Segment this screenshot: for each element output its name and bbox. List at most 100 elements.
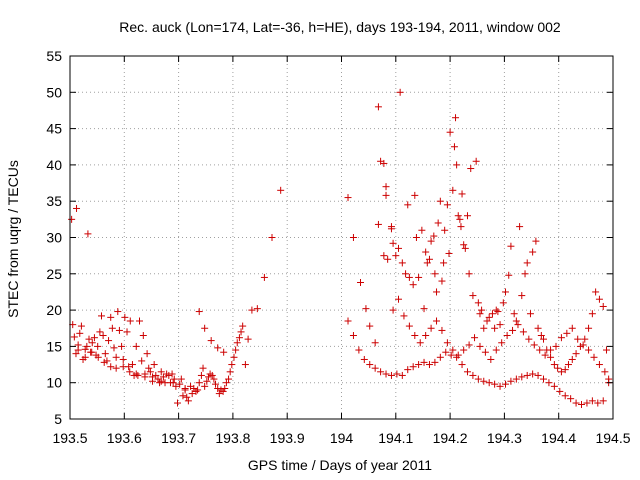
- data-point-marker: [496, 321, 504, 329]
- data-point-marker: [427, 324, 435, 332]
- data-points: [68, 88, 613, 408]
- data-point-marker: [496, 382, 504, 390]
- data-point-marker: [411, 191, 419, 199]
- data-point-marker: [572, 399, 580, 407]
- data-point-marker: [458, 190, 466, 198]
- data-point-marker: [207, 337, 215, 345]
- x-tick-label: 193.7: [161, 430, 196, 446]
- data-point-marker: [366, 322, 374, 330]
- data-point-marker: [366, 361, 374, 369]
- data-point-marker: [96, 328, 104, 336]
- data-point-marker: [423, 259, 431, 267]
- data-point-marker: [195, 308, 203, 316]
- data-point-marker: [237, 328, 245, 336]
- data-point-marker: [415, 273, 423, 281]
- y-tick-label: 5: [54, 411, 62, 427]
- data-point-marker: [197, 371, 205, 379]
- data-point-marker: [204, 373, 212, 381]
- data-point-marker: [405, 322, 413, 330]
- data-point-marker: [85, 335, 93, 343]
- data-point-marker: [400, 312, 408, 320]
- data-point-marker: [371, 339, 379, 347]
- data-point-marker: [374, 220, 382, 228]
- data-point-marker: [601, 368, 609, 376]
- data-point-marker: [398, 259, 406, 267]
- data-point-marker: [425, 255, 433, 263]
- data-point-marker: [446, 128, 454, 136]
- data-point-marker: [487, 355, 495, 363]
- data-point-marker: [454, 212, 462, 220]
- data-point-marker: [554, 364, 562, 372]
- data-point-marker: [115, 326, 123, 334]
- data-point-marker: [76, 329, 84, 337]
- data-point-marker: [563, 329, 571, 337]
- data-point-marker: [440, 259, 448, 267]
- data-point-marker: [418, 226, 426, 234]
- data-point-marker: [530, 341, 538, 349]
- data-point-marker: [469, 292, 477, 300]
- data-point-marker: [107, 313, 115, 321]
- data-point-marker: [447, 351, 455, 359]
- data-point-marker: [81, 353, 89, 361]
- data-point-marker: [203, 377, 211, 385]
- data-point-marker: [404, 201, 412, 209]
- data-point-marker: [501, 288, 509, 296]
- data-point-marker: [590, 353, 598, 361]
- data-point-marker: [157, 368, 165, 376]
- data-point-marker: [208, 371, 216, 379]
- data-point-marker: [561, 392, 569, 400]
- data-point-marker: [485, 379, 493, 387]
- data-point-marker: [179, 392, 187, 400]
- x-tick-label: 193.9: [270, 430, 305, 446]
- y-axis-label: STEC from uqrg / TECUs: [5, 160, 21, 318]
- data-point-marker: [572, 350, 580, 358]
- data-point-marker: [210, 375, 218, 383]
- data-point-marker: [471, 334, 479, 342]
- data-point-marker: [492, 346, 500, 354]
- data-point-marker: [453, 161, 461, 169]
- data-point-marker: [594, 399, 602, 407]
- data-point-marker: [74, 346, 82, 354]
- data-point-marker: [382, 183, 390, 191]
- data-point-marker: [201, 382, 209, 390]
- x-tick-label: 194.2: [433, 430, 468, 446]
- data-point-marker: [525, 335, 533, 343]
- data-point-marker: [431, 270, 439, 278]
- data-point-marker: [132, 370, 140, 378]
- data-point-marker: [579, 341, 587, 349]
- data-point-marker: [99, 332, 107, 340]
- data-point-marker: [201, 324, 209, 332]
- data-point-marker: [150, 361, 158, 369]
- data-point-marker: [177, 375, 185, 383]
- data-point-marker: [465, 270, 473, 278]
- data-point-marker: [507, 377, 515, 385]
- data-point-marker: [568, 324, 576, 332]
- data-point-marker: [485, 313, 493, 321]
- data-point-marker: [536, 346, 544, 354]
- data-point-marker: [545, 379, 553, 387]
- data-point-marker: [510, 310, 518, 318]
- data-point-marker: [72, 350, 80, 358]
- data-point-marker: [449, 346, 457, 354]
- data-point-marker: [552, 342, 560, 350]
- data-point-marker: [199, 364, 207, 372]
- data-point-marker: [380, 159, 388, 167]
- data-point-marker: [384, 255, 392, 263]
- data-point-marker: [105, 337, 113, 345]
- y-tick-label: 35: [46, 193, 62, 209]
- data-point-marker: [416, 339, 424, 347]
- data-point-marker: [215, 390, 223, 398]
- data-point-marker: [474, 299, 482, 307]
- data-point-marker: [138, 357, 146, 365]
- data-point-marker: [498, 339, 506, 347]
- data-point-marker: [431, 358, 439, 366]
- data-point-marker: [387, 225, 395, 233]
- data-point-marker: [194, 386, 202, 394]
- data-point-marker: [434, 219, 442, 227]
- data-point-marker: [465, 341, 473, 349]
- data-point-marker: [585, 324, 593, 332]
- data-point-marker: [436, 353, 444, 361]
- data-point-marker: [420, 305, 428, 313]
- data-point-marker: [476, 310, 484, 318]
- data-point-marker: [402, 270, 410, 278]
